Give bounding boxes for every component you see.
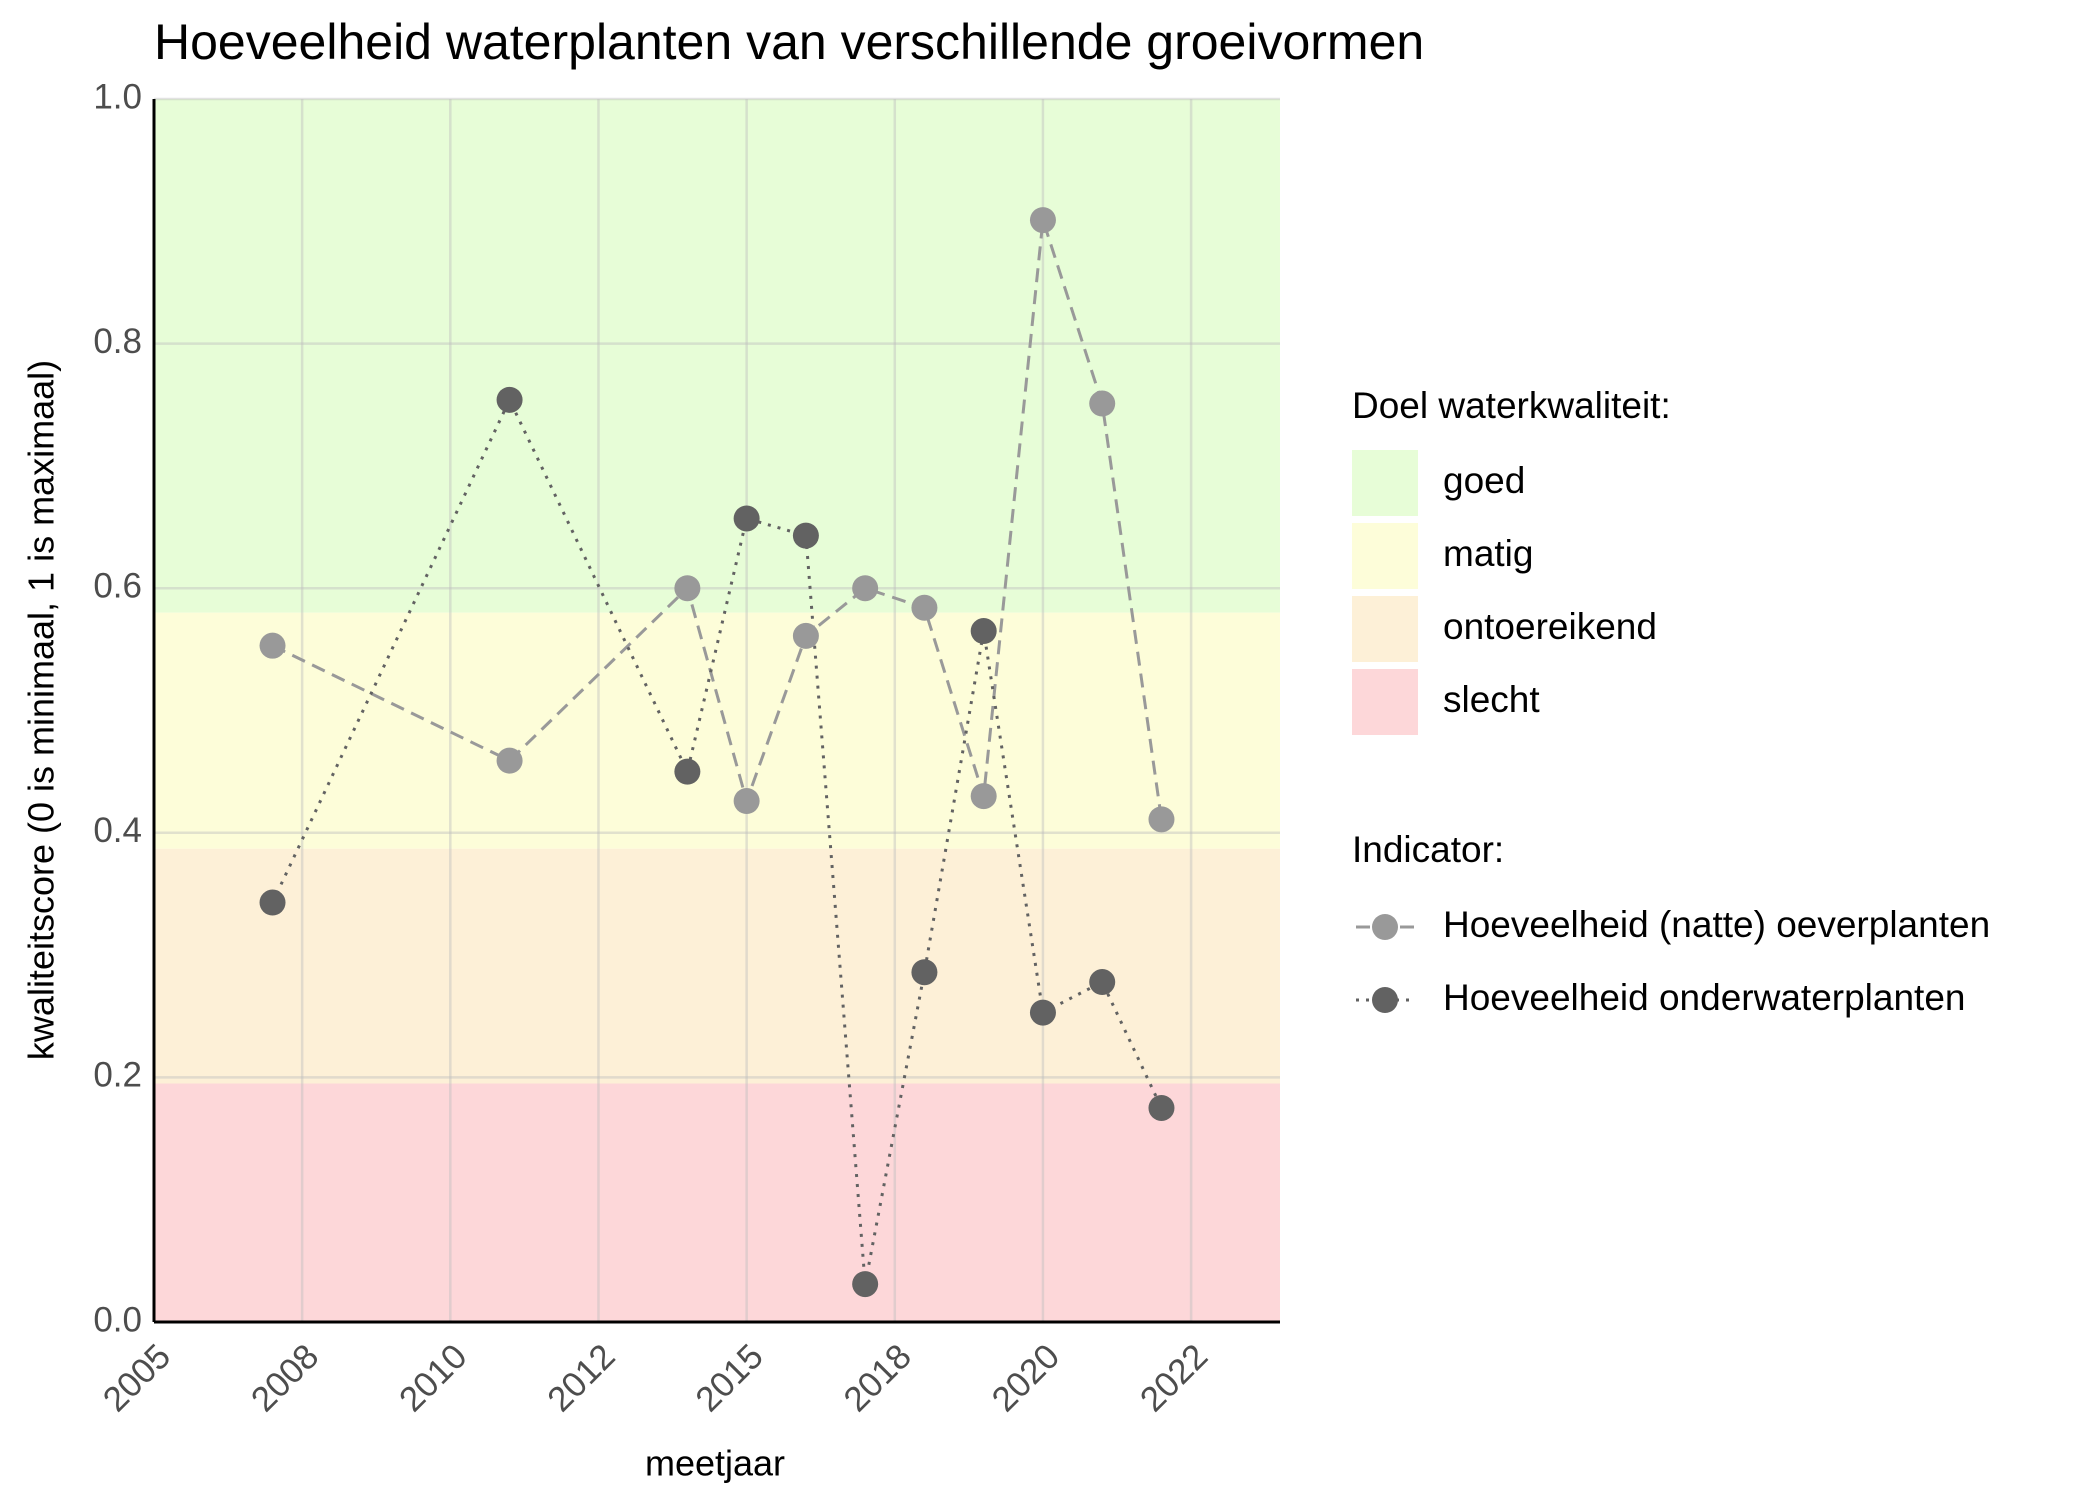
x-tick-label: 2005	[96, 1337, 179, 1420]
legend-label: ontoereikend	[1443, 606, 1657, 647]
legend-title: Doel waterkwaliteit:	[1352, 385, 1671, 426]
x-tick-label: 2018	[836, 1337, 919, 1420]
data-point	[496, 747, 523, 774]
data-point	[970, 783, 997, 810]
data-point	[1089, 390, 1116, 417]
legend-key	[1372, 914, 1398, 940]
data-point	[1148, 806, 1175, 833]
data-point	[674, 758, 701, 785]
data-point	[911, 959, 938, 986]
y-tick-label: 0.2	[93, 1056, 142, 1095]
legend-label: slecht	[1443, 679, 1540, 720]
data-point	[1148, 1094, 1175, 1121]
legend-title: Indicator:	[1352, 829, 1504, 870]
data-point	[852, 575, 879, 602]
data-point	[733, 505, 760, 532]
data-point	[1029, 999, 1056, 1026]
legend-label: goed	[1443, 460, 1525, 501]
data-point	[1089, 969, 1116, 996]
quality-band	[154, 99, 1280, 613]
data-point	[970, 618, 997, 645]
quality-band	[154, 1083, 1280, 1322]
data-point	[674, 575, 701, 602]
x-tick-label: 2022	[1133, 1337, 1216, 1420]
data-point	[733, 788, 760, 815]
data-point	[792, 522, 819, 549]
x-tick-label: 2010	[392, 1337, 475, 1420]
legend-key	[1352, 596, 1418, 662]
data-point	[259, 889, 286, 916]
data-point	[852, 1271, 879, 1298]
legend-key	[1352, 523, 1418, 589]
y-tick-label: 0.6	[93, 566, 142, 605]
y-tick-label: 0.0	[93, 1300, 142, 1339]
x-tick-label: 2020	[985, 1337, 1068, 1420]
quality-band	[154, 848, 1280, 1084]
chart-title: Hoeveelheid waterplanten van verschillen…	[154, 14, 1424, 70]
data-point	[496, 386, 523, 413]
x-tick-label: 2008	[244, 1337, 327, 1420]
x-tick-label: 2012	[540, 1337, 623, 1420]
legend-label: Hoeveelheid onderwaterplanten	[1443, 977, 1965, 1018]
y-tick-label: 0.4	[93, 811, 142, 850]
data-point	[259, 632, 286, 659]
data-point	[911, 594, 938, 621]
legend-label: Hoeveelheid (natte) oeverplanten	[1443, 904, 1990, 945]
data-point	[792, 622, 819, 649]
y-axis-title: kwaliteitscore (0 is minimaal, 1 is maxi…	[21, 360, 62, 1060]
legend-key	[1352, 669, 1418, 735]
legend-key	[1372, 987, 1398, 1013]
y-tick-label: 1.0	[93, 77, 142, 116]
quality-band	[154, 612, 1280, 849]
series-line	[271, 219, 1163, 820]
x-axis-title: meetjaar	[645, 1443, 785, 1484]
legend-key	[1352, 450, 1418, 516]
y-tick-label: 0.8	[93, 322, 142, 361]
x-tick-label: 2015	[688, 1337, 771, 1420]
data-point	[1029, 207, 1056, 234]
legend-label: matig	[1443, 533, 1533, 574]
